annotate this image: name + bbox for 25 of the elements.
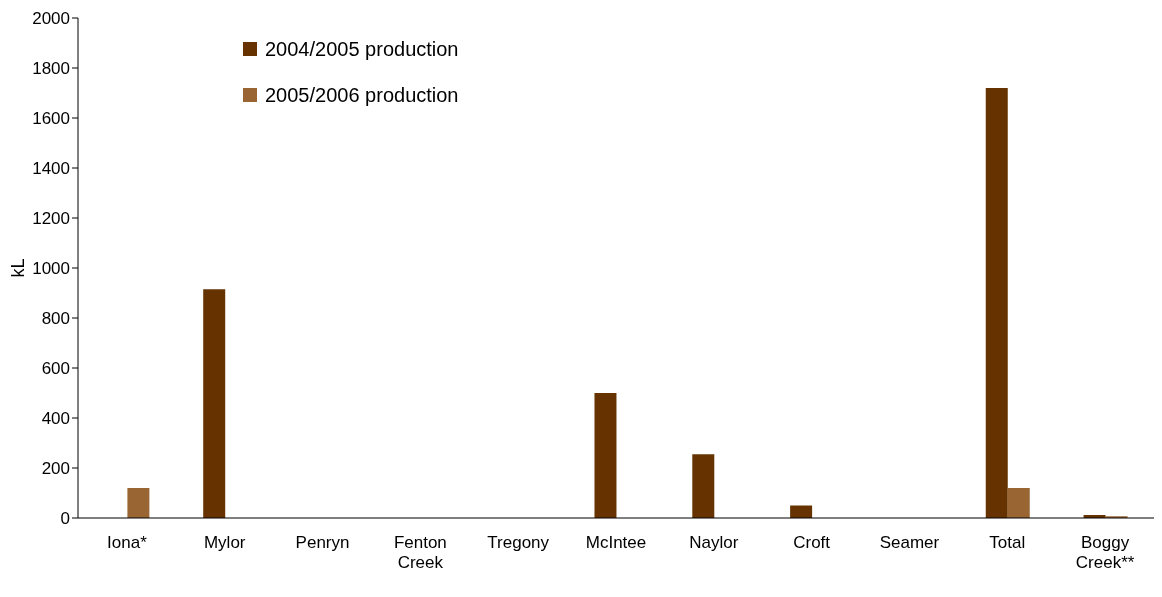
x-tick-label: Iona*	[107, 533, 148, 552]
x-tick-label: Fenton Creek	[393, 533, 447, 572]
x-tick-label: Total	[989, 533, 1026, 552]
legend-label: 2005/2006 production	[265, 83, 459, 108]
y-tick-label: 800	[41, 309, 70, 329]
y-tick-label: 0	[60, 509, 70, 529]
x-tick-label: McIntee	[585, 533, 647, 552]
x-tick-label: Naylor	[689, 533, 739, 552]
y-axis-title: kL	[8, 258, 29, 278]
x-tick-label: Tregony	[487, 533, 550, 552]
y-tick-label: 400	[41, 409, 70, 429]
legend-label: 2004/2005 production	[265, 37, 459, 62]
y-tick-label: 2000	[32, 9, 70, 29]
y-tick-label: 1000	[32, 259, 70, 279]
y-tick-label: 1800	[32, 59, 70, 79]
y-tick-label: 1200	[32, 209, 70, 229]
y-tick-label: 1400	[32, 159, 70, 179]
x-tick-label: Penryn	[295, 533, 350, 552]
x-tick-label: Croft	[793, 533, 831, 552]
y-tick-label: 1600	[32, 109, 70, 129]
y-tick-label: 200	[41, 459, 70, 479]
x-tick-label: Boggy Creek**	[1075, 533, 1135, 572]
y-tick-label: 600	[41, 359, 70, 379]
x-tick-label: Seamer	[879, 533, 940, 552]
x-tick-label: Mylor	[203, 533, 246, 552]
